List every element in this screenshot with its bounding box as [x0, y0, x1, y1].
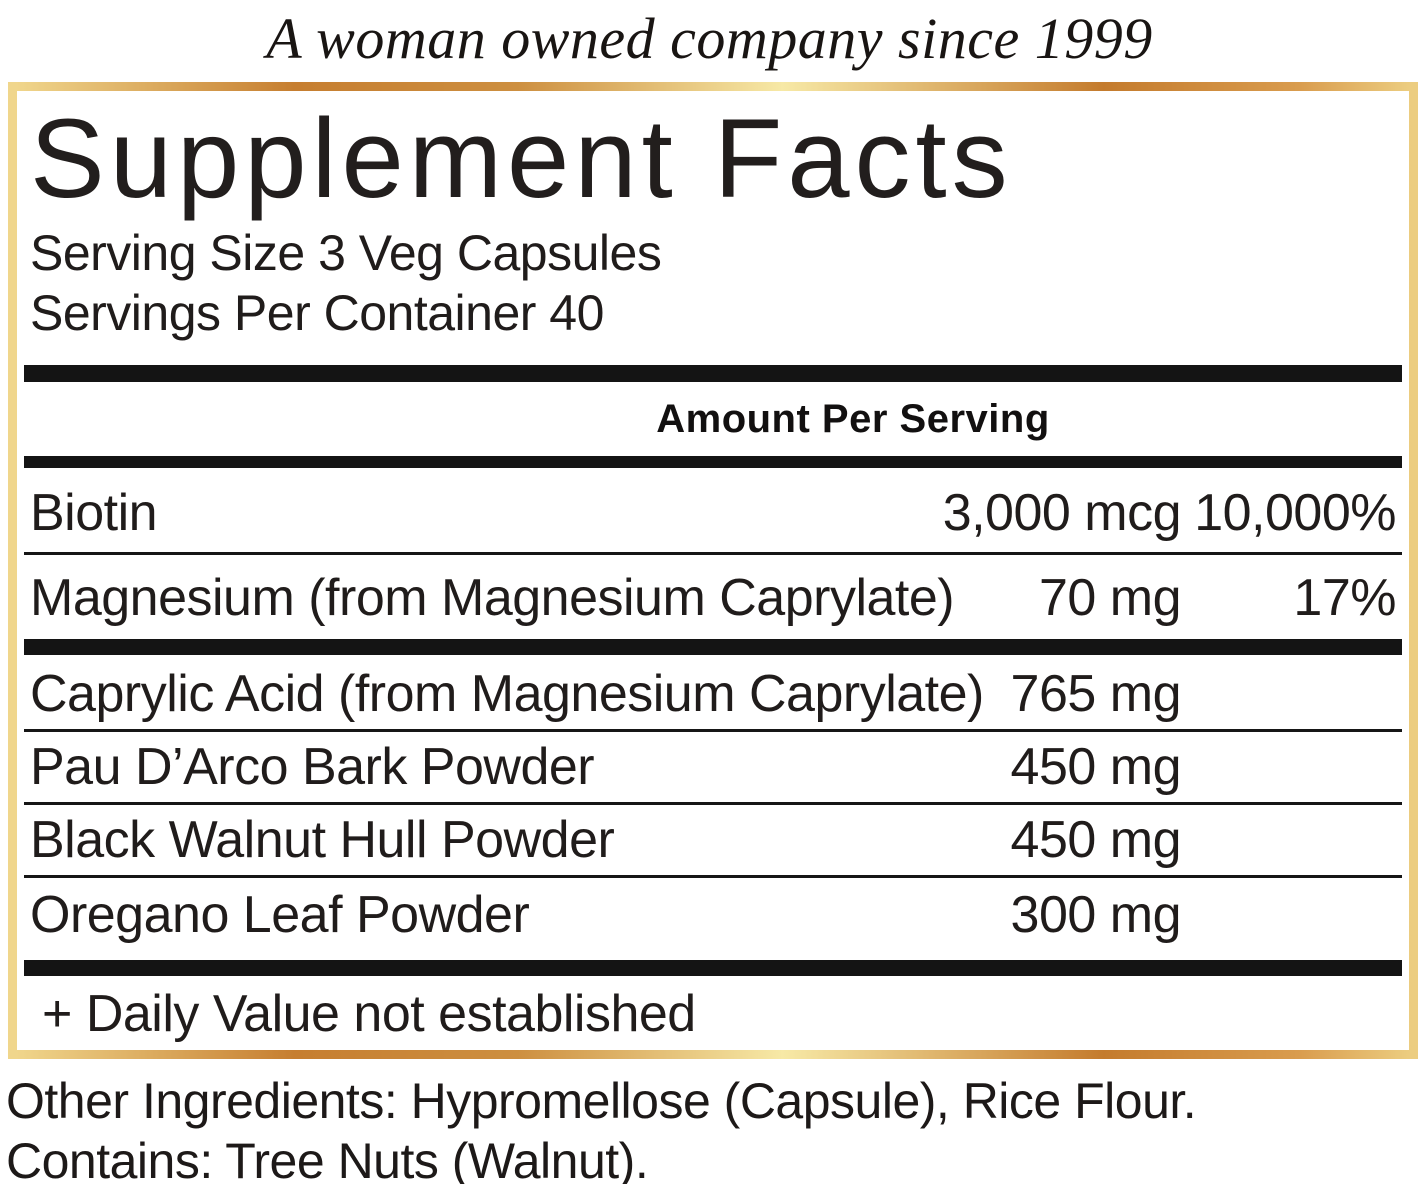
- ingredient-amount: 300 mg: [1010, 886, 1182, 944]
- serving-size: Serving Size 3 Veg Capsules: [30, 225, 662, 281]
- ingredient-row: Caprylic Acid (from Magnesium Caprylate)…: [24, 655, 1402, 732]
- ingredient-name: Caprylic Acid (from Magnesium Caprylate): [30, 665, 984, 723]
- other-ingredients: Other Ingredients: Hypromellose (Capsule…: [6, 1073, 1197, 1129]
- ingredient-row: Black Walnut Hull Powder 450 mg: [24, 805, 1402, 878]
- supplement-facts-panel: Supplement Facts Serving Size 3 Veg Caps…: [8, 82, 1418, 1059]
- ingredient-name: Biotin: [30, 484, 158, 542]
- amount-per-serving-header: Amount Per Serving: [656, 397, 1050, 441]
- heavy-divider-top: [24, 365, 1402, 382]
- ingredient-name: Pau D’Arco Bark Powder: [30, 738, 595, 796]
- ingredient-row: Magnesium (from Magnesium Caprylate) 70 m…: [24, 555, 1402, 655]
- ingredient-row: Pau D’Arco Bark Powder 450 mg: [24, 732, 1402, 805]
- ingredient-daily-value: 10,000%: [1194, 484, 1396, 542]
- ingredient-amount: 765 mg: [1010, 665, 1182, 723]
- ingredient-name: Magnesium (from Magnesium Caprylate): [30, 569, 955, 627]
- ingredient-row: Biotin 3,000 mcg 10,000%: [24, 468, 1402, 555]
- panel-title: Supplement Facts: [30, 96, 1013, 221]
- ingredient-amount: 450 mg: [1010, 738, 1182, 796]
- ingredient-daily-value: 17%: [1293, 569, 1396, 627]
- servings-per-container: Servings Per Container 40: [30, 285, 604, 341]
- contains-statement: Contains: Tree Nuts (Walnut).: [6, 1133, 649, 1184]
- ingredient-name: Oregano Leaf Powder: [30, 886, 530, 944]
- ingredient-amount: 3,000 mcg: [942, 484, 1182, 542]
- footer-statements: Other Ingredients: Hypromellose (Capsule…: [6, 1071, 1419, 1184]
- ingredient-amount: 450 mg: [1010, 811, 1182, 869]
- ingredient-rows: Biotin 3,000 mcg 10,000% Magnesium (from Ma…: [24, 468, 1402, 976]
- company-tagline: A woman owned company since 1999: [266, 6, 1153, 71]
- ingredient-name: Black Walnut Hull Powder: [30, 811, 615, 869]
- medium-divider: [24, 456, 1402, 468]
- daily-value-footnote: + Daily Value not established: [42, 985, 696, 1043]
- ingredient-row: Oregano Leaf Powder 300 mg: [24, 878, 1402, 976]
- ingredient-amount: 70 mg: [1038, 569, 1182, 627]
